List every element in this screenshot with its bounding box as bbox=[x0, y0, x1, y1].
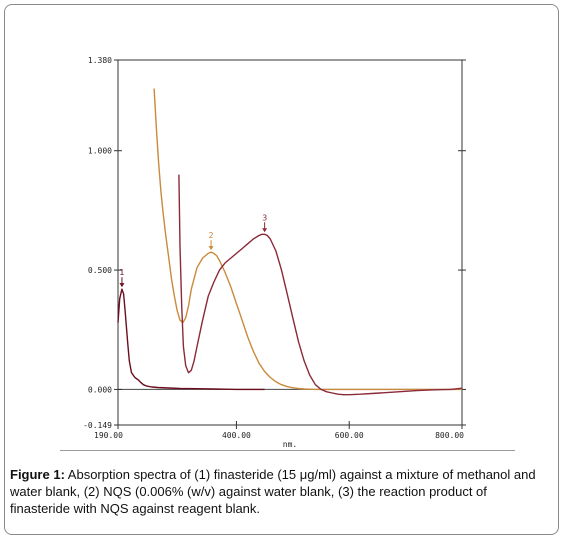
figure-caption: Figure 1: Absorption spectra of (1) fina… bbox=[10, 466, 550, 517]
chart-annotations: 1 2 3 bbox=[119, 213, 268, 288]
chart-axes bbox=[117, 59, 463, 426]
series-line-1 bbox=[117, 288, 265, 391]
annotation-arrowhead bbox=[119, 283, 125, 288]
series-line-3 bbox=[178, 174, 463, 396]
x-tick-label: 600.00 bbox=[335, 431, 364, 440]
series-line-2 bbox=[153, 88, 462, 391]
x-tick-label: 400.00 bbox=[222, 431, 251, 440]
caption-divider bbox=[60, 450, 515, 451]
chart-series bbox=[117, 88, 463, 396]
y-tick-label: -0.149 bbox=[83, 421, 112, 430]
annotation-arrowhead bbox=[262, 228, 268, 233]
annotation-label: 3 bbox=[262, 213, 267, 222]
x-tick-label: 190.00 bbox=[94, 431, 123, 440]
y-tick-label: 1.380 bbox=[88, 56, 112, 65]
y-tick-label: 0.500 bbox=[88, 266, 112, 275]
annotation-label: 2 bbox=[209, 231, 214, 240]
x-tick-label: 800.00 bbox=[435, 431, 464, 440]
chart-ticks: -0.149 0.000 0.500 1.000 1.380 190.00 400.00 60… bbox=[83, 56, 466, 449]
caption-text: Absorption spectra of (1) finasteride (1… bbox=[10, 467, 536, 516]
annotation-label: 1 bbox=[119, 268, 124, 277]
x-axis-label: nm. bbox=[283, 440, 297, 449]
annotation-arrowhead bbox=[208, 246, 214, 251]
y-tick-label: 0.000 bbox=[88, 385, 112, 394]
y-tick-label: 1.000 bbox=[88, 147, 112, 156]
caption-prefix: Figure 1: bbox=[10, 467, 65, 482]
absorption-spectra-chart: -0.149 0.000 0.500 1.000 1.380 190.00 400.00 60… bbox=[83, 56, 466, 449]
plot-border bbox=[117, 59, 463, 426]
